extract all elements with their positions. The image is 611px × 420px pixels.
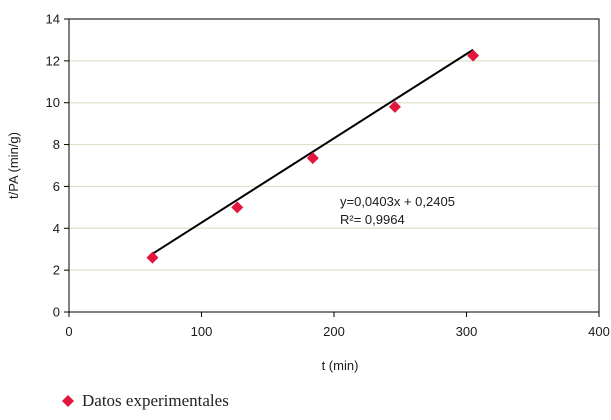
data-point <box>306 152 319 165</box>
y-tick-label: 10 <box>46 95 60 110</box>
data-point <box>467 49 480 62</box>
x-tick-label: 400 <box>588 324 610 339</box>
trendline-equation: y=0,0403x + 0,2405 <box>340 194 455 209</box>
legend-diamond-icon <box>62 395 74 407</box>
trendline-r2: R²= 0,9964 <box>340 212 405 227</box>
trendline <box>151 48 474 255</box>
y-tick-label: 8 <box>53 137 60 152</box>
x-tick-label: 100 <box>191 324 213 339</box>
y-tick-label: 0 <box>53 305 60 320</box>
y-tick-label: 12 <box>46 53 60 68</box>
data-point <box>146 251 159 264</box>
y-tick-label: 2 <box>53 263 60 278</box>
legend-label: Datos experimentales <box>82 391 229 410</box>
y-tick-label: 4 <box>53 221 60 236</box>
y-tick-label: 14 <box>46 12 60 27</box>
y-axis-label: t/PA (min/g) <box>6 132 21 199</box>
x-tick-label: 300 <box>456 324 478 339</box>
x-tick-label: 200 <box>323 324 345 339</box>
chart-legend: Datos experimentales <box>62 391 229 411</box>
data-point <box>231 201 244 214</box>
plot-area <box>69 19 599 312</box>
y-tick-label: 6 <box>53 179 60 194</box>
data-point <box>388 100 401 113</box>
x-axis-label: t (min) <box>322 358 359 373</box>
x-tick-label: 0 <box>65 324 72 339</box>
